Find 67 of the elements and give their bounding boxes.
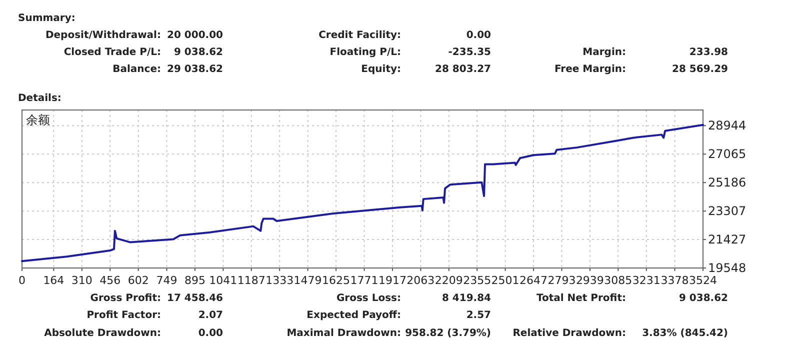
text: Deposit/Withdrawal:	[45, 30, 161, 41]
x-tick-label: 310	[71, 274, 92, 287]
text: Details:	[18, 93, 62, 104]
y-tick-label: 23307	[708, 204, 746, 218]
x-tick-label: 2793	[548, 274, 576, 287]
x-tick-label: 1917	[378, 274, 406, 287]
x-tick-label: 2355	[463, 274, 492, 287]
x-tick-label: 1041	[209, 274, 238, 287]
text: 2.07	[198, 310, 224, 321]
text: Floating P/L:	[330, 47, 401, 58]
text: 2.57	[466, 310, 492, 321]
x-tick-label: 456	[100, 274, 121, 287]
plot: 余额 0 164 310 456 602 749 895 104111871333147916251771191720632209235525012647279329393085323133783524 19548 21427 23307 25186 27065 28944	[18, 110, 746, 287]
text: Expected Payoff:	[306, 310, 401, 321]
text: Absolute Drawdown:	[44, 328, 161, 339]
x-tick-label: 2647	[520, 274, 548, 287]
text: 0.00	[466, 30, 492, 41]
x-tick-label: 1187	[237, 274, 266, 287]
text: 958.82 (3.79%)	[405, 328, 491, 339]
text: 20 000.00	[167, 30, 224, 41]
y-tick-label: 27065	[708, 147, 746, 162]
text: -235.35	[448, 47, 492, 58]
x-tick-label: 2939	[576, 274, 604, 287]
text: Equity:	[361, 64, 401, 75]
x-tick-label: 602	[128, 274, 149, 287]
text: 28 803.27	[435, 64, 492, 75]
text: 28 569.29	[672, 64, 728, 75]
x-tick-label: 3231	[632, 274, 660, 287]
x-tick-label: 0	[18, 274, 26, 287]
text: Margin:	[582, 47, 626, 58]
x-tick-label: 2063	[406, 274, 435, 287]
x-tick-label: 895	[184, 274, 206, 287]
y-tick-label: 19548	[708, 261, 746, 275]
x-tick-label: 1479	[294, 274, 322, 287]
x-tick-label: 2209	[434, 274, 463, 287]
x-tick-label: 1771	[350, 274, 378, 287]
text: Closed Trade P/L:	[64, 47, 161, 58]
text: Maximal Drawdown:	[286, 328, 401, 339]
x-tick-label: 2501	[491, 274, 520, 287]
x-tick-label: 749	[156, 274, 178, 287]
text: Summary:	[18, 13, 76, 24]
text: Relative Drawdown:	[512, 328, 626, 339]
text: 3.83% (845.42)	[642, 328, 728, 339]
text: Profit Factor:	[86, 310, 161, 321]
x-tick-label: 3524	[689, 274, 717, 287]
text: Free Margin:	[554, 64, 626, 75]
x-tick-label: 1625	[322, 274, 350, 287]
y-tick-label: 25186	[708, 176, 746, 190]
text: 8 419.84	[442, 293, 492, 304]
title: 余额	[26, 113, 50, 127]
x-tick-label: 164	[43, 274, 64, 287]
text: 17 458.46	[167, 293, 224, 304]
x-tick-label: 3378	[660, 274, 689, 287]
text: 29 038.62	[167, 64, 224, 75]
text: Balance:	[112, 64, 161, 75]
text: 9 038.62	[174, 47, 224, 58]
text: 0.00	[198, 328, 224, 339]
text: 9 038.62	[678, 293, 728, 304]
text: 233.98	[689, 47, 728, 58]
x-tick-label: 1333	[266, 274, 294, 287]
text: Gross Loss:	[336, 293, 401, 304]
text: Gross Profit:	[90, 293, 161, 304]
text: Credit Facility:	[318, 30, 401, 41]
x-tick-label: 3085	[604, 274, 632, 287]
text: Total Net Profit:	[536, 293, 626, 304]
y-tick-label: 21427	[708, 232, 746, 247]
y-tick-label: 28944	[708, 118, 746, 133]
